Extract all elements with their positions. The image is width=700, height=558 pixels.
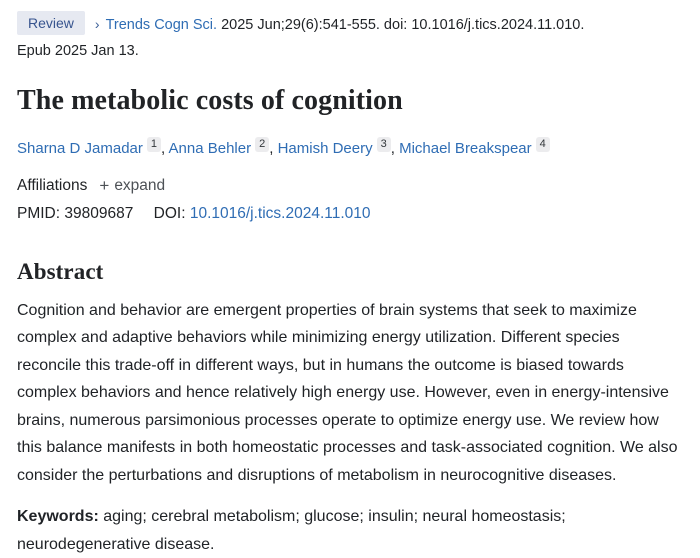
article-title: The metabolic costs of cognition xyxy=(17,85,403,116)
keywords-label: Keywords: xyxy=(17,508,99,526)
publication-type-badge: Review xyxy=(17,11,85,35)
author-affiliation-number[interactable]: 4 xyxy=(535,136,550,152)
author-link[interactable]: Anna Behler xyxy=(168,139,252,157)
doi-label: DOI: xyxy=(153,204,186,222)
plus-icon: + xyxy=(99,175,110,195)
expand-affiliations-button[interactable]: + expand xyxy=(99,176,165,196)
abstract-heading: Abstract xyxy=(17,258,104,284)
authors-line: Sharna D Jamadar 1, Anna Behler 2, Hamish … xyxy=(17,136,682,161)
author-affiliation-number[interactable]: 3 xyxy=(376,136,391,152)
author-separator: , xyxy=(161,139,169,157)
author-link[interactable]: Sharna D Jamadar xyxy=(17,139,143,157)
keywords-text: aging; cerebral metabolism; glucose; ins… xyxy=(17,508,566,553)
author-link[interactable]: Hamish Deery xyxy=(277,139,373,157)
affiliations-row: Affiliations + expand xyxy=(17,176,682,196)
expand-label: expand xyxy=(114,176,166,194)
author-link[interactable]: Michael Breakspear xyxy=(399,139,532,157)
author-affiliation-number[interactable]: 2 xyxy=(255,136,270,152)
citation-row: Review › Trends Cogn Sci. 2025 Jun;29(6):5… xyxy=(17,11,682,61)
epub-date: Epub 2025 Jan 13. xyxy=(17,43,139,59)
citation-text: 2025 Jun;29(6):541-555. doi: 10.1016/j.t… xyxy=(221,17,585,33)
doi-group: DOI: 10.1016/j.tics.2024.11.010 xyxy=(154,205,371,222)
pmid-label: PMID: xyxy=(17,204,61,222)
author-separator: , xyxy=(390,139,400,157)
keywords-paragraph: Keywords: aging; cerebral metabolism; gl… xyxy=(17,503,682,558)
author-affiliation-number[interactable]: 1 xyxy=(146,136,162,152)
author-separator: , xyxy=(269,139,278,157)
journal-link[interactable]: Trends Cogn Sci. xyxy=(105,17,218,33)
doi-link[interactable]: 10.1016/j.tics.2024.11.010 xyxy=(189,204,371,222)
abstract-text: Cognition and behavior are emergent prop… xyxy=(17,301,678,484)
pmid-value: 39809687 xyxy=(64,204,134,222)
affiliations-label: Affiliations xyxy=(17,176,88,194)
chevron-right-icon: › xyxy=(94,16,100,32)
identifiers-row: PMID: 39809687 DOI: 10.1016/j.tics.2024.… xyxy=(17,203,682,225)
